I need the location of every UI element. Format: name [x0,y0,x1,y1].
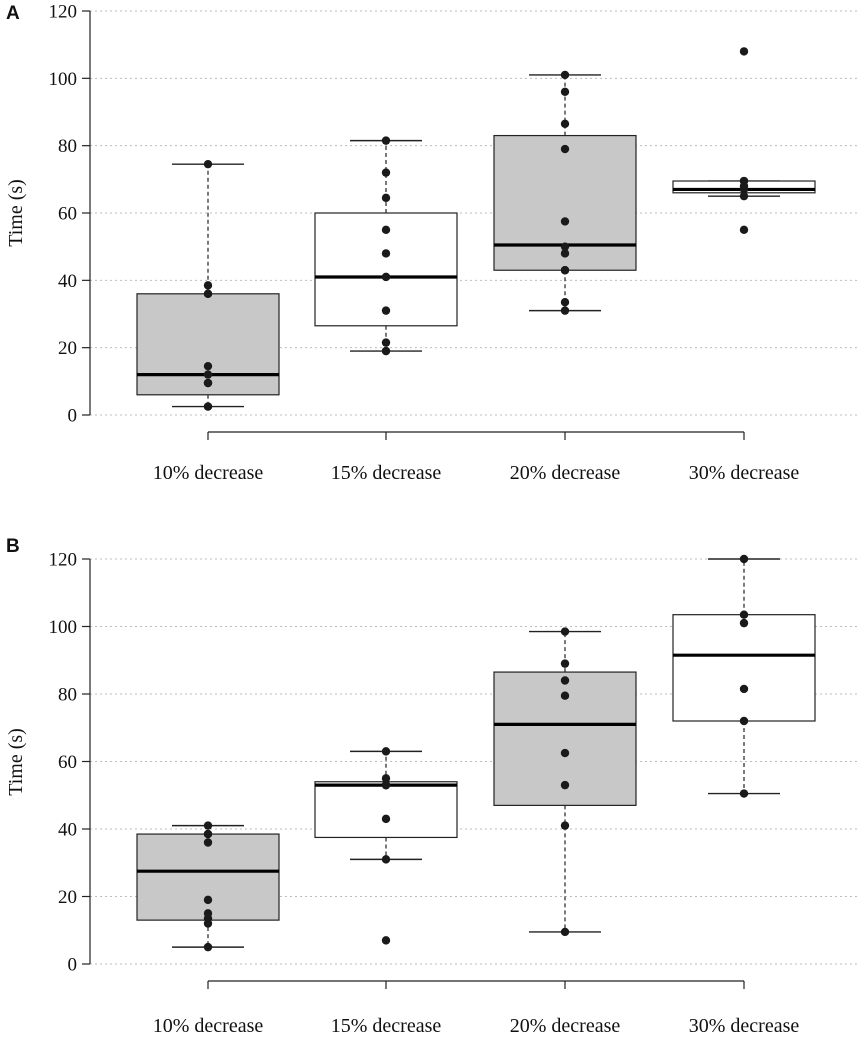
panel-b-letter: B [6,536,20,557]
panel-b-point-2-7 [560,627,570,636]
panel-a-y-tick-label-120: 120 [49,2,78,23]
panel-b-point-1-5 [381,780,391,790]
panel-a-point-2-9 [560,87,570,97]
panel-a-point-3-5 [739,176,749,186]
panel-b-point-3-2 [739,684,749,694]
panel-a-y-tick-label-20: 20 [58,338,77,359]
panel-b-box-0 [136,833,280,921]
panel-b-point-0-8 [203,821,213,830]
panel-b-y-tick-label-0: 0 [68,955,78,976]
panel-b-point-0-5 [203,838,213,847]
panel-b-point-0-4 [203,895,213,905]
panel-a-point-1-10 [381,136,391,145]
panel-a-y-tick-label-100: 100 [49,69,78,90]
panel-b-y-tick-label-100: 100 [49,617,78,638]
panel-a-point-3-0 [739,225,749,235]
panel-b-point-3-5 [739,554,749,564]
panel-a-point-0-5 [203,361,213,371]
panel-b-y-tick-label-120: 120 [49,550,78,571]
panel-a-y-tick-label-40: 40 [58,271,77,292]
panel-a-point-2-5 [560,242,570,251]
panel-a-box-group-3 [672,47,816,235]
panel-b-point-1-2 [381,814,391,824]
panel-a-box-group-2 [493,70,637,315]
panel-a-point-0-1 [203,402,213,411]
panel-b-y-tick-label-20: 20 [58,887,77,908]
panel-a-x-tick-label-3: 30% decrease [689,462,800,484]
panel-b-point-1-7 [381,747,391,756]
panel-a-box-group-1 [314,136,458,356]
panel-b-point-0-7 [203,829,213,839]
panel-b-y-tick-label-80: 80 [58,685,77,706]
panel-b-point-3-1 [739,716,749,726]
panel-a: A 0 20 40 60 80 100 120 Time (s) 10% decrease 15% … [5,2,860,484]
panel-a-point-0-8 [203,281,213,290]
panel-b-x-tick-label-0: 10% decrease [153,1015,264,1037]
panel-a-point-1-7 [381,225,391,235]
panel-a-point-1-2 [381,338,391,347]
panel-b-point-3-0 [739,789,749,798]
panel-b-point-2-5 [560,676,570,685]
panel-b-point-3-4 [739,610,749,619]
panel-b-box-group-1 [314,747,458,945]
panel-a-point-0-9 [203,159,213,169]
panel-b-box-group-2 [493,627,637,937]
panel-a-y-tick-label-0: 0 [68,406,78,427]
panel-a-point-2-10 [560,70,570,80]
panel-a-point-0-7 [203,289,213,298]
panel-b: B 0 20 40 60 80 100 120 Time (s) 10% decrease 15% … [5,536,860,1037]
panel-b-point-2-3 [560,748,570,758]
panel-a-point-1-6 [381,249,391,258]
panel-b-point-1-0 [381,936,391,945]
panel-a-point-3-6 [739,47,749,56]
panel-a-point-1-3 [381,306,391,315]
panel-b-y-tick-label-40: 40 [58,820,77,841]
panel-a-point-2-8 [560,119,570,128]
panel-a-point-2-1 [560,298,570,307]
panel-a-point-2-0 [560,306,570,315]
panel-a-point-2-4 [560,249,570,258]
panel-b-point-1-1 [381,855,391,864]
panel-b-point-2-1 [560,821,570,830]
panel-a-x-tick-label-1: 15% decrease [331,462,442,484]
panel-a-point-1-1 [381,346,391,356]
panel-b-point-0-3 [203,909,213,918]
panel-a-point-2-7 [560,144,570,154]
panel-a-point-1-9 [381,168,391,177]
panel-a-x-tick-label-0: 10% decrease [153,462,264,484]
panel-a-point-1-8 [381,193,391,203]
panel-a-point-1-5 [381,272,391,282]
panel-a-point-2-6 [560,217,570,226]
panel-a-y-axis-title: Time (s) [5,179,27,247]
panel-a-letter: A [6,3,20,24]
panel-b-y-tick-label-60: 60 [58,752,77,773]
panel-b-point-2-4 [560,691,570,700]
panel-a-box-group-0 [136,159,280,411]
panel-a-y-tick-label-60: 60 [58,204,77,225]
panel-b-point-2-0 [560,927,570,937]
panel-a-point-0-3 [203,378,213,388]
panel-a-y-tick-label-80: 80 [58,136,77,157]
panel-b-point-3-3 [739,618,749,628]
panel-b-x-tick-label-2: 20% decrease [510,1015,621,1037]
panel-b-x-tick-label-3: 30% decrease [689,1015,800,1037]
panel-b-box-group-0 [136,821,280,952]
panel-b-y-axis-title: Time (s) [5,728,27,796]
panel-a-point-0-4 [203,370,213,379]
panel-a-point-3-1 [739,191,749,201]
panel-b-box-group-3 [672,554,816,798]
panel-b-box-3 [672,614,816,722]
panel-a-point-2-3 [560,266,570,275]
panel-b-point-2-2 [560,780,570,790]
panel-b-point-1-6 [381,774,391,783]
panel-b-point-0-0 [203,942,213,952]
panel-b-point-2-6 [560,659,570,668]
panel-b-x-tick-label-1: 15% decrease [331,1015,442,1037]
panel-a-x-tick-label-2: 20% decrease [510,462,621,484]
panel-b-box-1 [314,781,458,839]
